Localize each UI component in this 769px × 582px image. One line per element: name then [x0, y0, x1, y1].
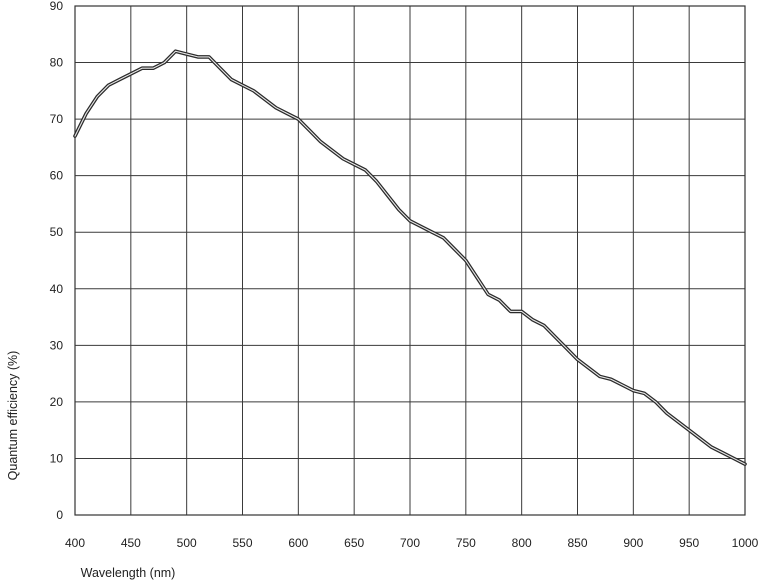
y-tick-labels: 0 10 20 30 40 50 60 70 80 90	[50, 0, 64, 522]
grid	[74, 5, 746, 516]
x-tick-label: 450	[121, 536, 141, 550]
x-tick-label: 850	[567, 536, 587, 550]
x-tick-label: 400	[65, 536, 85, 550]
x-axis-label: Wavelength (nm)	[81, 566, 176, 580]
x-tick-label: 700	[400, 536, 420, 550]
x-tick-label: 1000	[732, 536, 759, 550]
y-tick-label: 30	[50, 338, 64, 352]
y-tick-label: 0	[56, 508, 63, 522]
y-tick-label: 50	[50, 225, 64, 239]
y-tick-label: 40	[50, 282, 64, 296]
y-tick-label: 60	[50, 169, 64, 183]
y-tick-label: 10	[50, 451, 64, 465]
x-tick-label: 750	[456, 536, 476, 550]
x-tick-label: 600	[288, 536, 308, 550]
x-tick-label: 900	[623, 536, 643, 550]
y-axis-label: Quantum efficiency (%)	[6, 351, 20, 481]
plot-frame	[74, 5, 746, 516]
y-tick-label: 90	[50, 0, 64, 13]
y-tick-label: 20	[50, 395, 64, 409]
x-tick-labels: 400 450 500 550 600 650 700 750 800 850 900 950 1000	[65, 536, 759, 550]
x-tick-label: 950	[679, 536, 699, 550]
series-layer	[73, 49, 747, 466]
x-tick-label: 800	[512, 536, 532, 550]
series-line	[74, 50, 746, 465]
x-tick-label: 500	[177, 536, 197, 550]
x-tick-label: 550	[232, 536, 252, 550]
y-tick-label: 70	[50, 112, 64, 126]
y-tick-label: 80	[50, 56, 64, 70]
x-tick-label: 650	[344, 536, 364, 550]
